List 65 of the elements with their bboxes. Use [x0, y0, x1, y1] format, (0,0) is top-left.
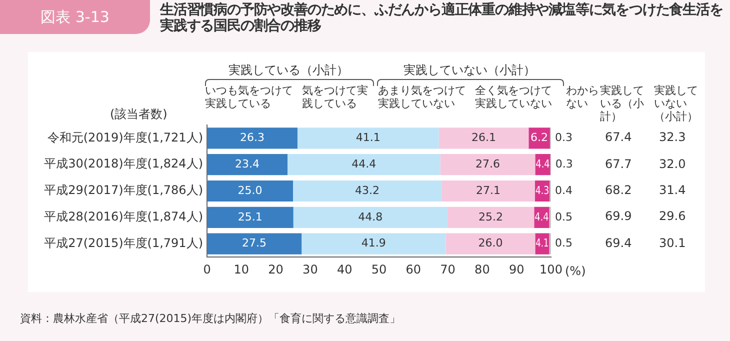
x-tick-label: 30	[302, 262, 318, 276]
text: 実践していない（小計）	[654, 84, 699, 123]
text: 32.0	[659, 156, 686, 171]
x-tick-label: 50	[371, 262, 387, 276]
text: 実践している（小計）	[600, 84, 645, 123]
data-label: 26.0	[478, 236, 503, 250]
x-tick-label: 40	[336, 262, 352, 276]
data-label: 0.5	[555, 210, 572, 224]
text: 68.2	[605, 183, 632, 197]
data-label: 44.8	[358, 210, 383, 224]
data-label: 41.1	[356, 131, 380, 144]
data-label: 0.3	[555, 131, 572, 144]
x-tick-label: 100	[540, 262, 562, 276]
data-label: 27.5	[242, 236, 267, 250]
text: わからない	[566, 84, 600, 110]
x-tick-label: 20	[268, 262, 284, 276]
data-label: 0.5	[555, 236, 572, 250]
data-label: 0.4	[555, 184, 572, 197]
series-label: 気をつけて実践している	[302, 84, 369, 110]
text: 67.4	[605, 130, 632, 144]
series-label: あまり気をつけて実践していない	[378, 84, 467, 110]
x-tick-label: 10	[234, 262, 250, 276]
data-label: 26.1	[472, 131, 496, 144]
data-label: 26.3	[240, 131, 264, 144]
x-tick-label: 80	[474, 262, 490, 276]
y-tick-label: 平成27(2015)年度(1,791人)	[44, 236, 203, 250]
text: 69.9	[605, 209, 632, 224]
x-tick-label: 60	[406, 262, 422, 276]
data-label: 4.3	[535, 184, 550, 198]
data-label: 25.2	[478, 210, 504, 224]
text: 30.1	[659, 236, 686, 250]
x-axis-title: (%)	[565, 264, 586, 278]
x-tick-label: 0	[203, 262, 211, 276]
series-label: いつも気をつけて実践している	[205, 84, 294, 110]
data-label: 4.4	[536, 158, 550, 171]
data-label: 4.1	[536, 238, 549, 250]
data-label: 6.2	[530, 131, 548, 144]
chart-title: 生活習慣病の予防や改善のために、ふだんから適正体重の維持や減塩等に気をつけた食生活を実践する国民の割合の推移	[160, 2, 724, 34]
data-label: 4.4	[534, 211, 549, 224]
text: 資料：農林水産省（平成27(2015)年度は内閣府）「食育に関する意識調査」	[20, 312, 401, 325]
y-axis-title: (該当者数)	[110, 107, 168, 121]
series-label: 全く気をつけて実践していない	[475, 84, 553, 110]
data-label: 41.9	[361, 236, 386, 250]
y-tick-label: 平成30(2018)年度(1,824人)	[44, 156, 203, 171]
text: 実践していない（小計）	[402, 63, 536, 77]
y-tick-label: 平成28(2016)年度(1,874人)	[44, 210, 203, 224]
data-label: 25.0	[238, 184, 262, 197]
data-label: 44.4	[352, 157, 376, 170]
text: 31.4	[659, 183, 686, 197]
text: 69.4	[605, 236, 632, 250]
text: 29.6	[659, 209, 686, 224]
x-tick-label: 70	[440, 262, 456, 276]
data-label: 43.2	[355, 184, 380, 197]
y-tick-label: 平成29(2017)年度(1,786人)	[44, 183, 203, 198]
x-tick-label: 90	[508, 262, 524, 276]
text: 67.7	[605, 156, 632, 171]
text: 32.3	[659, 130, 686, 144]
data-label: 27.1	[476, 184, 500, 197]
data-label: 27.6	[475, 157, 500, 170]
text: 実践している（小計）	[228, 63, 350, 77]
data-label: 23.4	[235, 157, 260, 170]
y-tick-label: 令和元(2019)年度(1,721人)	[47, 130, 203, 144]
data-label: 25.1	[238, 210, 262, 224]
data-label: 0.3	[555, 157, 573, 170]
text: 図表 3-13	[0, 0, 150, 34]
